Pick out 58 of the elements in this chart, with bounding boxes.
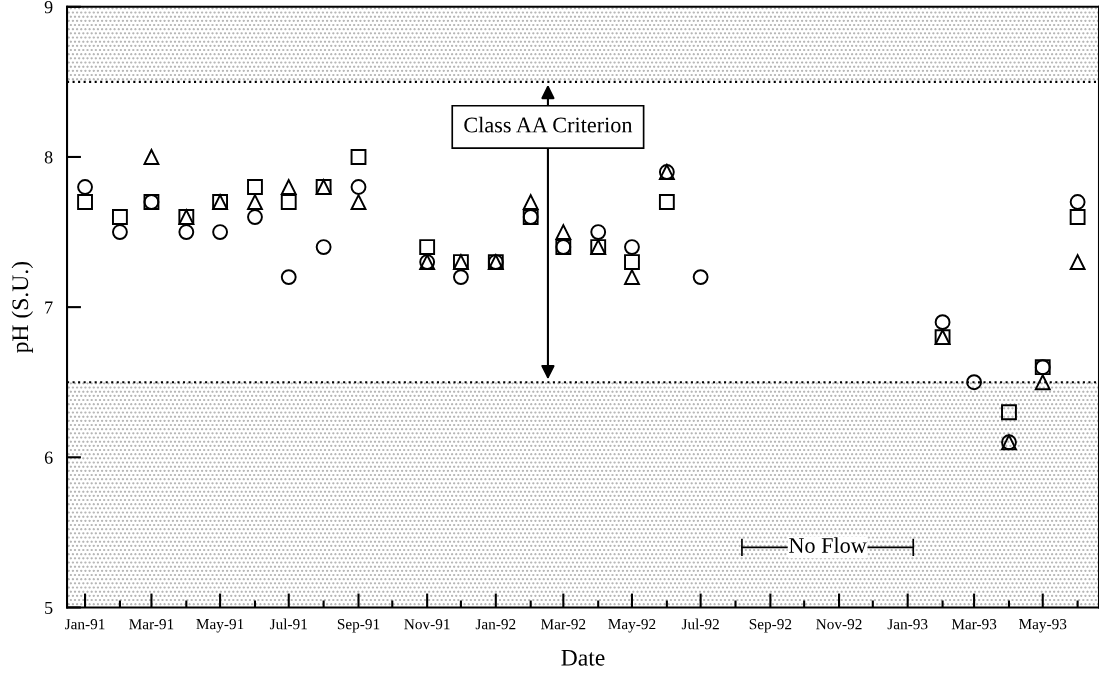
point [280,269,297,286]
x-axis-title: Date [561,650,605,666]
point [247,179,263,195]
point [280,179,297,195]
point [112,224,128,240]
x-tick-label: Mar-93 [951,619,997,630]
x-tick-label: Jan-93 [887,619,928,630]
point [1069,254,1086,270]
x-tick-label: Sep-92 [749,619,792,633]
point [966,374,982,391]
point [77,194,93,210]
point [555,224,572,240]
point [77,179,93,195]
x-tick-label: May-93 [1018,619,1067,633]
y-axis-title: pH (S.U.) [11,261,34,353]
point [143,149,160,165]
y-tick-label: 7 [45,301,53,314]
point [178,224,195,240]
point [658,194,675,210]
point [590,224,607,240]
y-tick-label: 9 [44,1,53,14]
point [624,239,640,255]
x-tick-label: Nov-91 [404,619,450,630]
x-tick-label: May-91 [196,619,244,633]
point [1069,194,1086,210]
y-tick-label: 5 [45,601,53,614]
point [212,224,228,240]
point [453,269,469,286]
x-tick-label: Nov-92 [816,619,862,630]
point [1034,374,1051,391]
annotation: Class AA Criterion [464,116,633,133]
point [350,194,367,210]
x-tick-label: Jul-91 [269,618,307,630]
x-tick-label: Mar-92 [541,619,586,630]
point [350,149,367,165]
point [1001,404,1017,421]
point [112,209,128,225]
x-tick-label: Jan-91 [65,619,105,630]
point [315,239,332,255]
point [522,194,539,210]
x-tick-label: May-92 [608,619,656,633]
point [624,269,640,286]
x-tick-label: Sep-91 [337,619,380,633]
point [934,314,951,331]
point [350,179,367,195]
y-tick-label: 8 [44,151,53,164]
y-tick-label: 6 [44,451,53,464]
point [280,194,297,210]
point [419,239,436,255]
x-tick-label: Mar-91 [129,619,174,630]
point [247,209,263,225]
point [624,254,640,270]
annotation: No Flow [789,537,867,553]
x-tick-label: Jan-92 [475,619,516,630]
x-tick-label: Jul-92 [681,618,719,630]
point [247,194,263,210]
point [692,269,709,286]
point [1069,209,1086,225]
